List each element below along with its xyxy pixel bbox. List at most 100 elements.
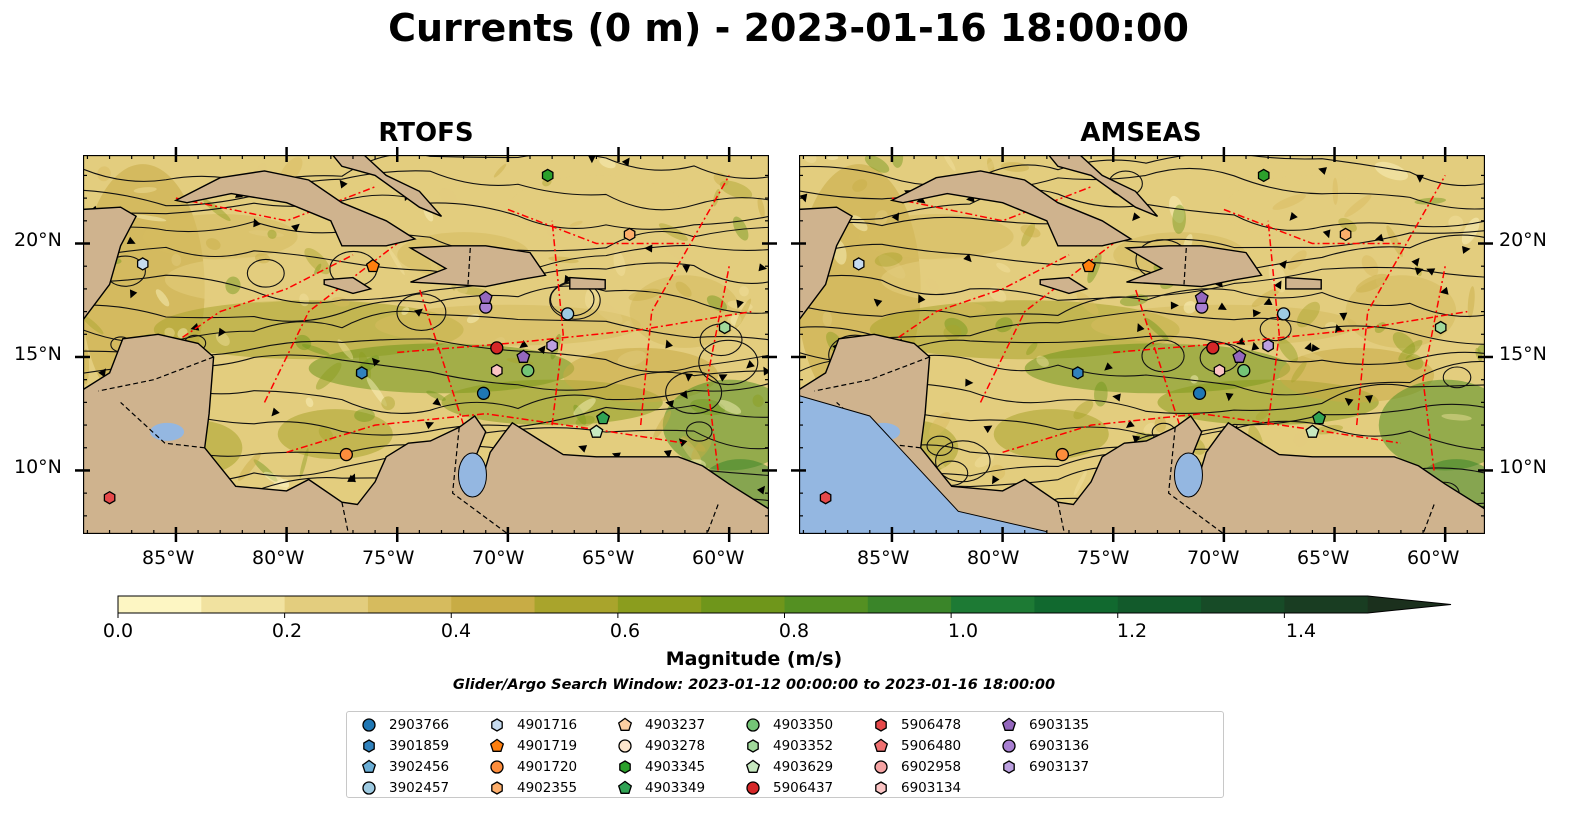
- flow-arrow: [1411, 257, 1420, 267]
- platform-marker-4903349: [596, 410, 611, 425]
- current-speed-patch: [681, 436, 706, 452]
- colorbar-segment: [617, 596, 702, 613]
- eddy-streamline: [685, 421, 713, 442]
- current-speed-patch: [928, 412, 951, 437]
- legend-marker-3901859: [363, 738, 375, 753]
- flow-arrow: [1318, 167, 1327, 175]
- flow-arrow: [425, 421, 435, 430]
- legend-label: 4903278: [645, 737, 706, 754]
- current-speed-patch: [1441, 413, 1472, 421]
- land-central-south-america: [799, 333, 1485, 534]
- eez-boundary: [397, 310, 752, 354]
- legend-label: 6902958: [901, 758, 962, 775]
- flow-arrow: [1416, 174, 1424, 183]
- current-speed-patch: [388, 247, 405, 275]
- flow-arrow: [271, 407, 280, 417]
- legend-label: 4901716: [517, 716, 578, 733]
- legend-item-4901720: 4901720: [489, 756, 577, 777]
- current-speed-patch: [1291, 348, 1324, 361]
- current-speed-patch: [1344, 194, 1372, 218]
- circle-marker-icon: [362, 780, 376, 795]
- legend-label: 3902457: [389, 779, 450, 796]
- y-tick-label: 15°N: [14, 343, 62, 365]
- legend-item-3902457: 3902457: [361, 777, 449, 798]
- current-speed-patch: [1255, 410, 1269, 421]
- legend-item-4901719: 4901719: [489, 735, 577, 756]
- platform-marker-4903352: [1434, 320, 1447, 335]
- land-jamaica: [323, 276, 373, 295]
- current-speed-patch: [164, 327, 175, 338]
- y-tick-label: 20°N: [14, 229, 62, 251]
- lake-maracaibo: [1173, 452, 1203, 498]
- flow-arrow: [578, 445, 588, 453]
- legend-label: 6903134: [901, 779, 962, 796]
- colorbar-segment: [451, 596, 536, 613]
- eez-boundary: [551, 220, 564, 426]
- flow-arrow: [564, 274, 572, 284]
- current-speed-patch: [133, 187, 157, 193]
- x-tick-label: 60°W: [1407, 547, 1460, 569]
- land-bahamas: [1047, 155, 1159, 217]
- flow-arrow: [1365, 395, 1373, 404]
- country-border: [341, 502, 350, 534]
- flow-arrow: [965, 378, 974, 387]
- circle-marker-icon: [362, 717, 376, 732]
- flow-arrow: [1278, 260, 1287, 269]
- legend-marker-4903278: [618, 738, 632, 753]
- legend-item-4903349: 4903349: [617, 777, 705, 798]
- current-speed-patch: [248, 230, 284, 237]
- colorbar-tick-label: 0.4: [440, 620, 472, 642]
- x-tick-label: 80°W: [252, 547, 305, 569]
- flow-arrow: [291, 223, 300, 233]
- platform-marker-4901720: [339, 447, 353, 462]
- flow-arrow: [963, 253, 972, 263]
- current-speed-patch: [1272, 194, 1306, 210]
- legend-label: 4903629: [773, 758, 834, 775]
- legend-label: 5906480: [901, 737, 962, 754]
- current-speed-patch: [1461, 217, 1480, 245]
- y-tick-label: 10°N: [1499, 456, 1547, 478]
- current-speed-patch: [308, 343, 575, 394]
- flow-arrow: [746, 360, 755, 369]
- platform-marker-4901716: [852, 257, 865, 271]
- platform-marker-2903766: [1192, 386, 1207, 400]
- current-speed-patch: [253, 459, 278, 482]
- pentagon-marker-icon: [489, 738, 505, 752]
- eddy-streamline: [246, 258, 285, 288]
- pentagon-marker-icon: [617, 717, 633, 731]
- colorbar-segment: [1284, 596, 1369, 613]
- current-speed-patch: [1172, 204, 1186, 234]
- platform-marker-4903352: [718, 320, 731, 335]
- platform-marker-4903345: [541, 168, 554, 183]
- colorbar-segment: [1201, 596, 1285, 613]
- streamline: [799, 216, 1485, 249]
- current-speed-patch: [1183, 301, 1197, 314]
- land-bahamas: [331, 155, 443, 217]
- current-speed-patch: [752, 394, 764, 408]
- colorbar-tick-label: 0.6: [609, 620, 641, 642]
- flow-arrow: [190, 322, 200, 331]
- x-tick-label: 80°W: [967, 547, 1020, 569]
- current-speed-patch: [925, 278, 939, 291]
- current-speed-patch: [238, 452, 261, 481]
- colorbar-label: Magnitude (m/s): [665, 648, 843, 670]
- legend-item-6903134: 6903134: [873, 777, 961, 798]
- current-speed-patch: [1448, 215, 1464, 231]
- flow-arrow: [1263, 297, 1273, 306]
- land-cuba: [173, 170, 417, 247]
- x-tick-label: 65°W: [582, 547, 635, 569]
- flow-arrow: [1132, 435, 1141, 444]
- current-speed-patch: [594, 301, 623, 324]
- current-speed-patch: [1293, 432, 1308, 447]
- legend-item-6903137: 6903137: [1001, 756, 1089, 777]
- platform-marker-6903134: [1213, 363, 1226, 378]
- platform-marker-4901716: [136, 257, 149, 271]
- platform-marker-4901720: [1055, 447, 1069, 462]
- current-speed-patch: [1332, 177, 1339, 205]
- legend-marker-6903136: [1002, 738, 1016, 753]
- flow-arrow: [679, 390, 688, 400]
- legend-item-4903345: 4903345: [617, 756, 705, 777]
- current-speed-patch: [803, 155, 817, 164]
- current-speed-patch: [315, 362, 342, 390]
- flow-arrow: [1252, 309, 1262, 318]
